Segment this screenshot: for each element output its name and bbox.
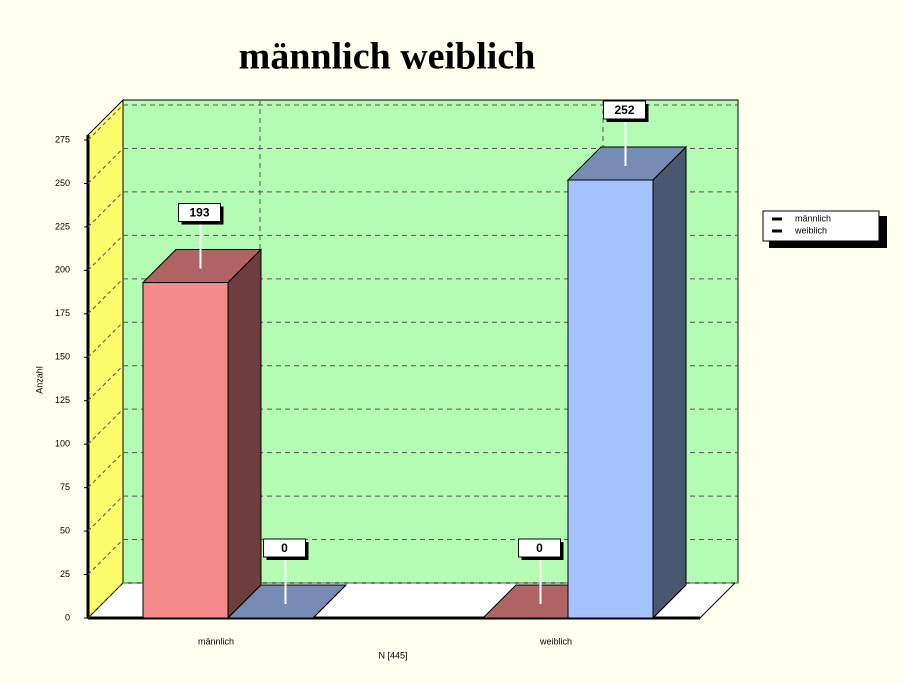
grid-line bbox=[87, 408, 124, 445]
grid-line bbox=[87, 539, 124, 575]
y-tick-label: 75 bbox=[60, 482, 70, 492]
label-box bbox=[518, 538, 561, 558]
bar-side bbox=[312, 584, 347, 619]
label-box bbox=[603, 100, 646, 120]
label-box bbox=[178, 203, 221, 223]
bar-side bbox=[652, 145, 687, 620]
y-tick-label: 275 bbox=[55, 134, 70, 144]
value-label: 252 bbox=[614, 103, 634, 117]
x-axis-label: N [445] bbox=[378, 650, 407, 660]
y-tick-label: 175 bbox=[55, 308, 70, 318]
grid-line bbox=[87, 191, 124, 228]
y-tick-label: 250 bbox=[55, 178, 70, 188]
label-box bbox=[263, 538, 306, 558]
y-axis-label: Anzahl bbox=[34, 366, 44, 394]
x-tick-label: männlich bbox=[198, 636, 234, 646]
y-tick-label: 200 bbox=[55, 265, 70, 275]
y-tick-label: 50 bbox=[60, 525, 70, 535]
grid-line bbox=[87, 104, 124, 141]
y-tick-label: 0 bbox=[65, 612, 70, 622]
y-tick-label: 100 bbox=[55, 439, 70, 449]
x-tick-label: weiblich bbox=[539, 636, 572, 646]
grid-line bbox=[87, 278, 124, 315]
chart-title: männlich weiblich bbox=[239, 36, 536, 78]
grid-line bbox=[87, 452, 124, 488]
grid-line bbox=[87, 235, 124, 271]
bar-side bbox=[227, 248, 262, 620]
bar-front bbox=[142, 282, 229, 619]
grid-line bbox=[87, 365, 124, 402]
grid-line bbox=[87, 495, 124, 532]
grid-line bbox=[87, 582, 124, 619]
y-tick-label: 25 bbox=[60, 569, 70, 579]
legend bbox=[762, 210, 880, 242]
grid-line bbox=[87, 321, 124, 358]
value-label: 0 bbox=[281, 541, 288, 555]
legend-label: weiblich bbox=[794, 225, 827, 235]
y-tick-label: 225 bbox=[55, 221, 70, 231]
legend-label: männlich bbox=[795, 213, 831, 223]
grid-line bbox=[87, 148, 124, 184]
value-label: 193 bbox=[189, 206, 209, 220]
bar-front bbox=[567, 179, 654, 619]
y-tick-label: 125 bbox=[55, 395, 70, 405]
value-label: 0 bbox=[536, 541, 543, 555]
y-tick-label: 150 bbox=[55, 352, 70, 362]
